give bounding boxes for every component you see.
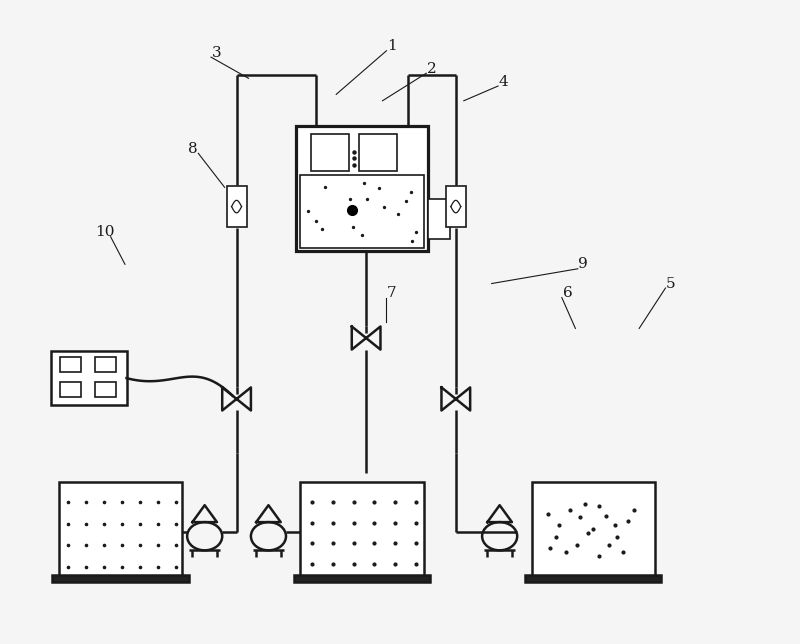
Bar bbox=[51, 351, 126, 405]
Text: 10: 10 bbox=[95, 225, 114, 239]
Text: 4: 4 bbox=[498, 75, 509, 88]
Bar bbox=[226, 185, 246, 227]
Bar bbox=[428, 199, 450, 240]
Text: 7: 7 bbox=[387, 286, 397, 300]
Bar bbox=[296, 126, 428, 251]
Bar bbox=[531, 482, 655, 576]
Bar bbox=[94, 382, 116, 397]
Bar bbox=[58, 482, 182, 576]
Text: 3: 3 bbox=[212, 46, 222, 60]
Bar bbox=[300, 175, 424, 248]
Bar bbox=[53, 574, 189, 582]
Bar bbox=[94, 357, 116, 372]
Bar bbox=[60, 382, 81, 397]
Bar bbox=[300, 482, 424, 576]
Bar bbox=[310, 134, 349, 171]
Text: 5: 5 bbox=[666, 276, 676, 290]
Text: 1: 1 bbox=[387, 39, 397, 53]
Bar bbox=[60, 357, 81, 372]
Bar bbox=[446, 185, 466, 227]
Text: 8: 8 bbox=[188, 142, 198, 156]
Text: 6: 6 bbox=[562, 286, 572, 300]
Text: 2: 2 bbox=[427, 62, 437, 76]
Bar bbox=[525, 574, 662, 582]
Text: 9: 9 bbox=[578, 258, 588, 271]
Bar bbox=[294, 574, 430, 582]
Bar bbox=[358, 134, 397, 171]
